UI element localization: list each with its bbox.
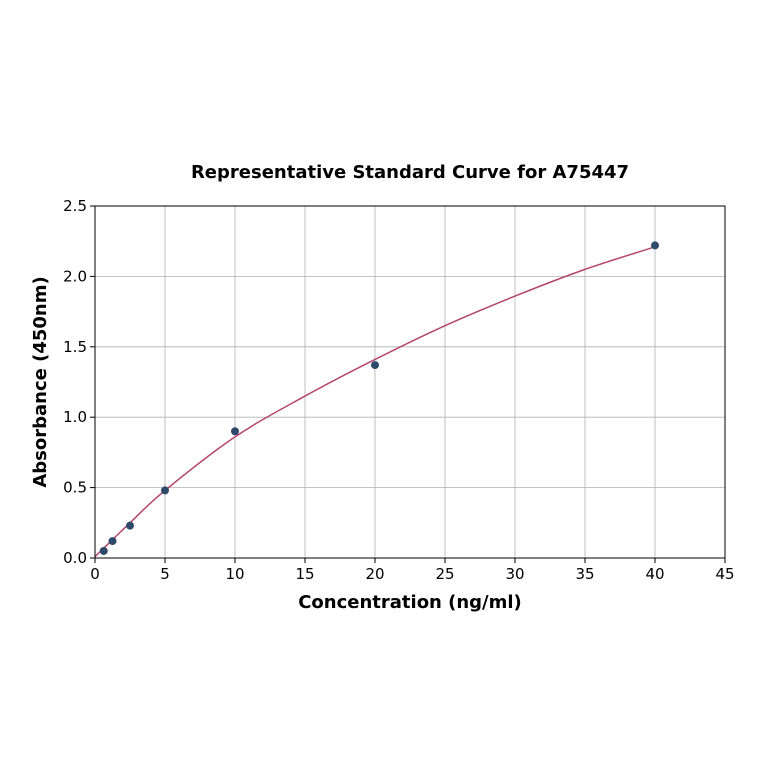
y-tick-label: 2.5 [63, 197, 87, 215]
x-tick-label: 20 [365, 565, 384, 583]
plot-frame [94, 205, 726, 559]
x-tick-label: 25 [435, 565, 454, 583]
data-point [99, 546, 108, 555]
data-point [161, 486, 169, 495]
y-axis-label: Absorbance (450nm) [30, 276, 51, 487]
y-tick-label: 2.0 [63, 267, 87, 285]
data-point [651, 241, 659, 250]
x-tick-label: 5 [160, 565, 170, 583]
x-tick-label: 35 [575, 565, 594, 583]
x-tick-label: 0 [90, 565, 100, 583]
y-tick-label: 0.5 [63, 479, 87, 497]
data-point [371, 361, 379, 370]
x-tick-label: 15 [295, 565, 314, 583]
x-tick-label: 45 [715, 565, 734, 583]
x-tick-label: 10 [225, 565, 244, 583]
x-axis-label: Concentration (ng/ml) [298, 592, 522, 613]
data-point [126, 521, 134, 530]
x-tick-label: 30 [505, 565, 524, 583]
x-tick-label: 40 [645, 565, 664, 583]
data-point [108, 537, 117, 546]
y-tick-label: 1.5 [63, 338, 87, 356]
y-tick-label: 0.0 [63, 549, 87, 567]
chart-title: Representative Standard Curve for A75447 [191, 162, 629, 183]
data-point [231, 427, 239, 436]
y-tick-label: 1.0 [63, 408, 87, 426]
